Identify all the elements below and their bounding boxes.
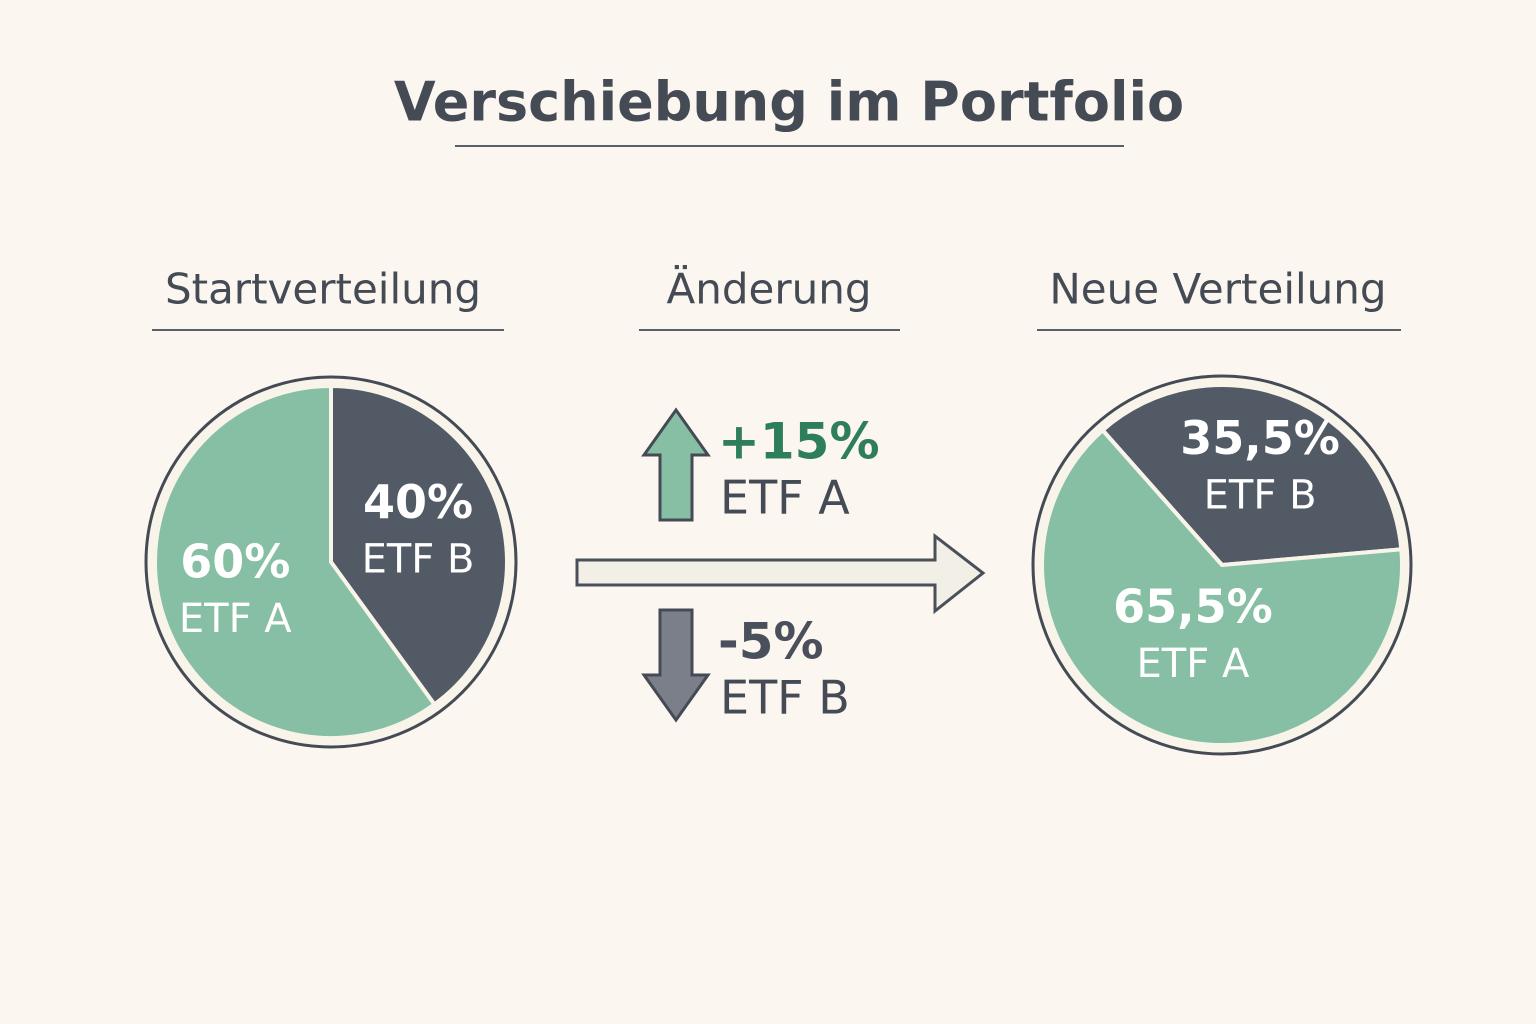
slice-value-label: 40% <box>363 475 473 529</box>
change-label: -5% <box>718 613 824 671</box>
pie-slice <box>329 383 509 708</box>
transition-arrow <box>575 532 986 615</box>
change-name: ETF A <box>720 471 850 525</box>
transition-arrow-shape <box>575 532 986 615</box>
slice-category-label: ETF A <box>1137 641 1250 687</box>
chart-title: Neue Verteilung <box>1049 265 1386 314</box>
pie-slice <box>1040 427 1404 747</box>
chart-title: Startverteilung <box>165 265 481 314</box>
pie-slice <box>153 383 438 740</box>
slice-category-label: ETF B <box>1204 472 1317 518</box>
change-arrow <box>641 407 711 522</box>
slice-category-label: ETF A <box>179 596 292 642</box>
slice-value-label: 65,5% <box>1113 579 1273 633</box>
section-title: Änderung <box>666 264 871 314</box>
change-name: ETF B <box>720 671 850 725</box>
slice-value-label: 35,5% <box>1180 411 1340 465</box>
slice-value-label: 60% <box>180 535 290 589</box>
change-arrow <box>641 608 711 723</box>
change-label: +15% <box>718 413 880 471</box>
page-title: Verschiebung im Portfolio <box>394 71 1184 134</box>
pie-slice <box>1099 383 1404 568</box>
slice-category-label: ETF B <box>362 537 475 583</box>
